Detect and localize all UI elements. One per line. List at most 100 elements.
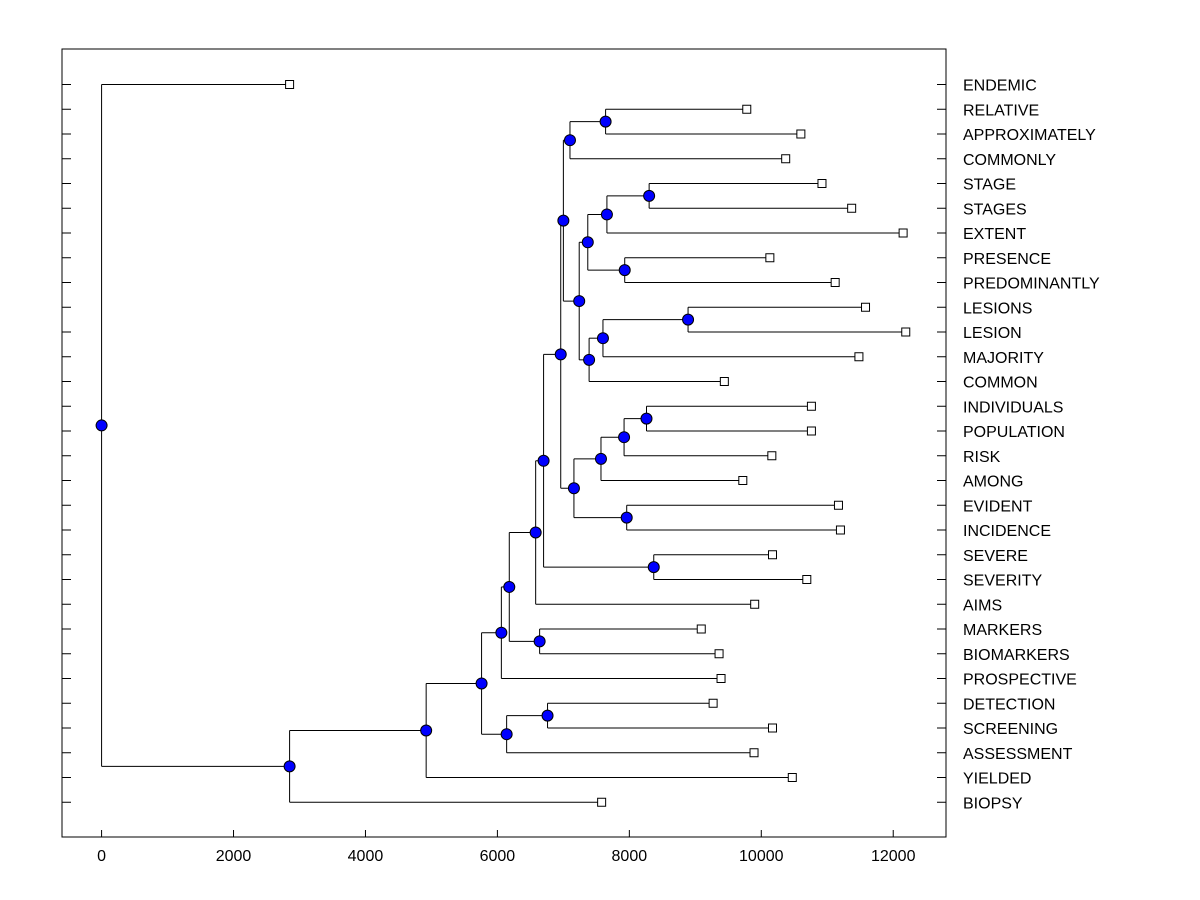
leaf-marker — [749, 748, 759, 758]
merge-node — [596, 332, 609, 345]
merge-node — [581, 236, 594, 249]
leaf-marker — [714, 649, 724, 659]
merge-node — [643, 189, 656, 202]
leaf-marker — [847, 203, 857, 213]
leaf-label: RELATIVE — [963, 102, 1039, 119]
leaf-label: SEVERE — [963, 548, 1028, 565]
merge-node — [647, 561, 660, 574]
row-ticks — [62, 84, 946, 803]
merge-node — [529, 526, 542, 539]
leaf-label: RISK — [963, 449, 1001, 466]
leaf-label: APPROXIMATELY — [963, 127, 1096, 144]
merge-node — [475, 677, 488, 690]
leaf-label: SEVERITY — [963, 573, 1042, 590]
leaf-label: EXTENT — [963, 226, 1026, 243]
merge-node — [573, 295, 586, 308]
leaf-label: BIOPSY — [963, 795, 1023, 812]
leaf-marker — [767, 550, 777, 560]
merge-node — [495, 626, 508, 639]
merge-node — [563, 134, 576, 147]
merge-node — [620, 511, 633, 524]
leaf-marker — [781, 154, 791, 164]
leaf-label: MARKERS — [963, 622, 1042, 639]
leaf-label: PROSPECTIVE — [963, 672, 1077, 689]
leaf-marker — [765, 253, 775, 263]
leaf-marker — [719, 377, 729, 386]
leaf-marker — [796, 129, 806, 139]
leaf-marker — [716, 674, 726, 683]
leaf-label: LESIONS — [963, 300, 1032, 317]
merge-node — [500, 728, 513, 741]
leaf-marker — [708, 698, 718, 708]
leaf-marker — [750, 599, 760, 609]
merge-node — [618, 431, 631, 444]
merge-node — [283, 760, 296, 773]
leaf-label: LESION — [963, 325, 1022, 342]
leaf-marker — [738, 476, 748, 485]
leaf-label: STAGE — [963, 177, 1016, 194]
merge-node — [95, 419, 108, 432]
leaf-marker — [285, 80, 295, 89]
x-tick-label: 4000 — [348, 848, 384, 865]
leaf-label: BIOMARKERS — [963, 647, 1070, 664]
leaf-marker — [901, 327, 911, 337]
merge-node — [503, 580, 516, 593]
merge-node — [599, 115, 612, 128]
leaf-marker — [767, 723, 777, 733]
x-tick-label: 12000 — [871, 848, 916, 865]
x-tick-label: 10000 — [739, 848, 784, 865]
merge-node — [567, 482, 580, 495]
merge-node — [594, 452, 607, 465]
leaf-marker — [898, 228, 908, 238]
x-axis: 0 2000 4000 6000 8000 10000 12000 — [97, 830, 916, 865]
merge-node — [554, 348, 567, 361]
leaf-marker — [742, 104, 752, 114]
leaf-label: POPULATION — [963, 424, 1065, 441]
x-tick-label: 8000 — [612, 848, 648, 865]
leaf-marker — [830, 278, 840, 287]
merge-node — [537, 454, 550, 467]
leaf-label: SCREENING — [963, 721, 1058, 738]
leaf-markers — [285, 80, 911, 807]
leaf-marker — [833, 500, 843, 510]
leaf-marker — [861, 302, 871, 312]
leaf-marker — [802, 575, 812, 584]
leaf-label: PREDOMINANTLY — [963, 276, 1100, 293]
x-tick-label: 6000 — [480, 848, 516, 865]
leaf-label: ENDEMIC — [963, 78, 1037, 95]
leaf-marker — [787, 773, 797, 782]
leaf-label: MAJORITY — [963, 350, 1044, 367]
merge-node — [583, 353, 596, 366]
merge-node — [600, 208, 613, 221]
leaf-marker — [806, 426, 816, 436]
leaf-label: COMMONLY — [963, 152, 1056, 169]
leaf-marker — [597, 797, 607, 807]
leaf-label: COMMON — [963, 375, 1038, 392]
merge-nodes — [95, 115, 695, 773]
merge-node — [640, 412, 653, 425]
leaf-label: ASSESSMENT — [963, 746, 1073, 763]
merge-node — [557, 214, 570, 227]
leaf-marker — [854, 352, 864, 362]
x-tick-label: 2000 — [216, 848, 252, 865]
merge-node — [420, 724, 433, 737]
leaf-marker — [817, 179, 827, 188]
x-tick-label: 0 — [97, 848, 106, 865]
leaf-marker — [696, 624, 706, 634]
leaf-label: AMONG — [963, 474, 1023, 491]
leaf-label: STAGES — [963, 201, 1027, 218]
plot-frame — [61, 48, 947, 838]
leaf-labels: ENDEMIC RELATIVE APPROXIMATELY COMMONLY STAG… — [963, 78, 1100, 813]
merge-node — [541, 709, 554, 722]
leaf-label: EVIDENT — [963, 498, 1033, 515]
leaf-marker — [835, 525, 845, 535]
leaf-label: PRESENCE — [963, 251, 1051, 268]
leaf-label: DETECTION — [963, 696, 1055, 713]
leaf-label: INDIVIDUALS — [963, 399, 1063, 416]
leaf-label: AIMS — [963, 597, 1002, 614]
dendrogram-links — [101, 84, 906, 803]
leaf-label: YIELDED — [963, 771, 1031, 788]
leaf-marker — [806, 401, 816, 411]
merge-node — [682, 313, 695, 326]
